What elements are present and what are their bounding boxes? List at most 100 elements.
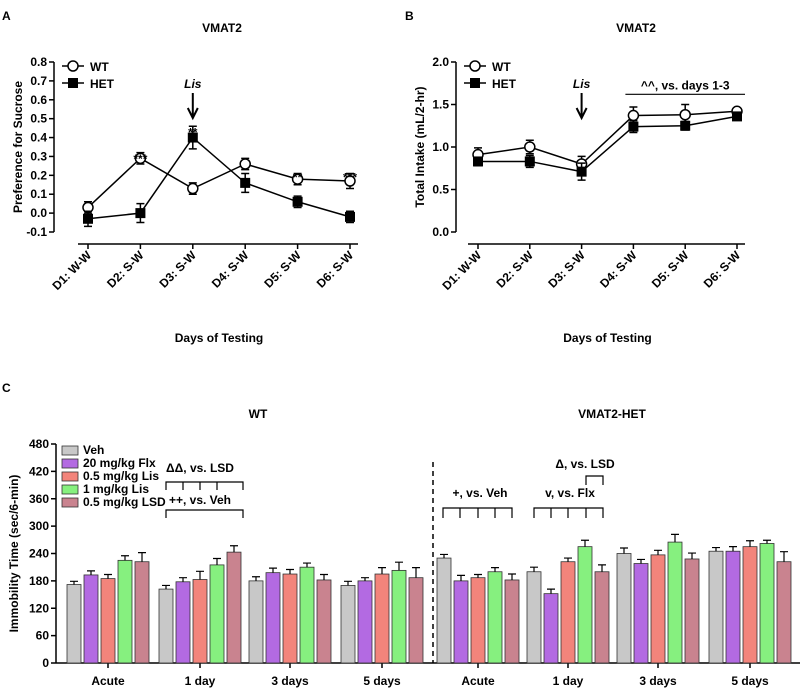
arrow-label: Lis xyxy=(184,77,202,91)
legend-label: 1 mg/kg Lis xyxy=(83,482,149,496)
x-tick-label: D5: S-W xyxy=(261,248,304,291)
bar xyxy=(708,550,724,664)
marker xyxy=(628,121,639,132)
y-tick-label: 0.0 xyxy=(30,206,47,220)
y-axis-label: Total Intake (mL/2-hr) xyxy=(413,86,427,207)
legend-swatch xyxy=(61,484,79,495)
marker xyxy=(524,141,536,153)
chart-title: VMAT2 xyxy=(616,21,656,35)
legend-label: HET xyxy=(90,77,115,91)
marker xyxy=(135,208,146,219)
error-bar xyxy=(213,557,221,565)
bar xyxy=(633,563,649,664)
bar xyxy=(759,543,775,664)
marker xyxy=(680,120,691,131)
x-tick-label: 1 day xyxy=(553,674,584,688)
marker xyxy=(239,158,251,170)
error-bar xyxy=(286,568,294,575)
bar xyxy=(248,580,264,664)
error-bar xyxy=(395,561,403,571)
annotation: +, vs. Veh xyxy=(452,486,507,500)
legend-swatch xyxy=(61,458,79,469)
x-tick-label: 3 days xyxy=(639,674,677,688)
error-bar xyxy=(303,562,311,568)
panel-label: A xyxy=(2,9,11,23)
bracket xyxy=(442,507,513,518)
error-bar xyxy=(763,539,771,544)
bar xyxy=(684,558,700,664)
legend-label: WT xyxy=(492,60,511,74)
series-line xyxy=(87,157,351,208)
bar xyxy=(158,588,174,664)
y-tick-label: 0.6 xyxy=(30,93,47,107)
error-bar xyxy=(508,573,516,580)
bar xyxy=(616,553,632,664)
bar xyxy=(526,571,542,664)
x-tick-label: Acute xyxy=(461,674,495,688)
x-tick-label: 5 days xyxy=(363,674,401,688)
error-bar xyxy=(598,564,606,572)
bar xyxy=(299,566,315,664)
bar xyxy=(391,569,407,664)
bar xyxy=(265,572,281,664)
error-bar xyxy=(87,570,95,575)
arrow xyxy=(186,93,199,121)
x-tick-label: D3: S-W xyxy=(156,248,199,291)
marker xyxy=(473,156,483,167)
x-tick-label: D2: S-W xyxy=(493,248,536,291)
error-bar xyxy=(70,580,78,585)
annotation: v, vs. Flx xyxy=(545,486,595,500)
y-tick-label: 420 xyxy=(29,464,49,478)
error-bar xyxy=(252,576,260,581)
legend-label: Veh xyxy=(83,443,104,457)
bracket xyxy=(585,475,604,485)
legend-label: 20 mg/kg Flx xyxy=(83,456,156,470)
bracket xyxy=(165,481,244,490)
y-tick-label: 0.5 xyxy=(30,112,47,126)
panel-label: C xyxy=(2,381,11,395)
x-tick-label: 3 days xyxy=(271,674,309,688)
error-bar xyxy=(530,566,538,572)
y-tick-label: 60 xyxy=(36,629,50,643)
annotation: ** xyxy=(293,171,303,185)
bar xyxy=(100,578,116,664)
error-bar xyxy=(671,533,679,543)
error-bar xyxy=(457,574,465,581)
x-tick-label: D4: S-W xyxy=(597,248,640,291)
error-bar xyxy=(688,552,696,559)
marker xyxy=(134,152,147,165)
y-tick-label: 300 xyxy=(29,519,49,533)
error-bar xyxy=(344,580,352,586)
y-tick-label: 0.7 xyxy=(30,74,47,88)
bar xyxy=(374,573,390,664)
annotation: *** xyxy=(133,152,147,166)
error-bar xyxy=(361,577,369,581)
error-bar xyxy=(712,546,720,552)
bar xyxy=(209,564,225,664)
marker xyxy=(732,111,742,122)
x-tick-label: Acute xyxy=(91,674,125,688)
bar xyxy=(560,561,576,664)
legend-swatch xyxy=(61,471,79,482)
x-tick-label: D4: S-W xyxy=(209,248,252,291)
legend-label: 0.5 mg/kg LSD xyxy=(83,495,166,509)
arrow-label: Lis xyxy=(573,77,591,91)
bar xyxy=(725,550,741,664)
x-tick-label: D6: S-W xyxy=(701,248,744,291)
error-bar xyxy=(162,584,170,590)
y-tick-label: 0.8 xyxy=(30,55,47,69)
annotation: *** xyxy=(343,171,357,185)
y-tick-label: -0.1 xyxy=(26,225,47,239)
error-bar xyxy=(474,573,482,578)
y-tick-label: 180 xyxy=(29,574,49,588)
x-tick-label: D6: S-W xyxy=(314,248,357,291)
y-axis-label: Immobility Time (sec/6-min) xyxy=(7,475,21,633)
y-tick-label: 480 xyxy=(29,437,49,451)
error-bar xyxy=(637,558,645,564)
bar xyxy=(667,541,683,664)
legend-marker xyxy=(469,60,481,72)
y-tick-label: 0 xyxy=(42,656,49,670)
error-bar xyxy=(564,557,572,562)
y-axis-label: Preference for Sucrose xyxy=(11,81,25,213)
error-bar xyxy=(320,573,328,580)
